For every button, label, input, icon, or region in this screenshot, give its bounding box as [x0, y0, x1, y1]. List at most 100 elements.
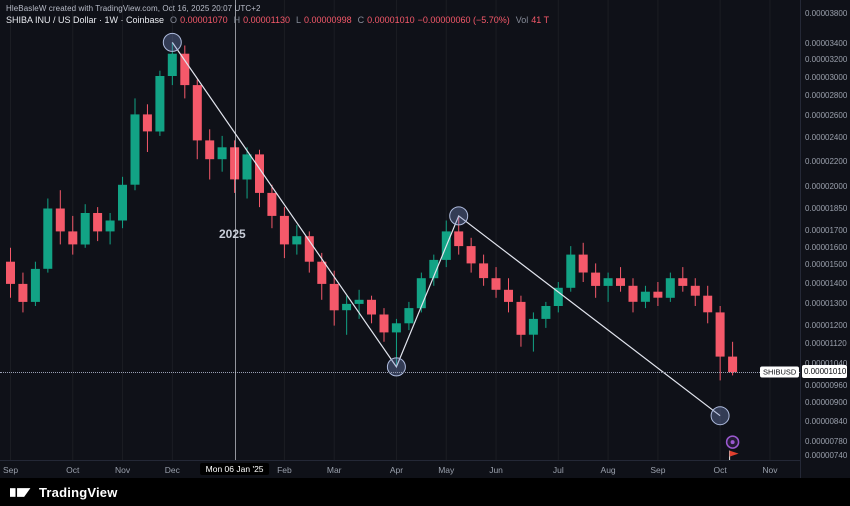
candle-body [180, 53, 190, 86]
candle-body [30, 268, 40, 302]
price-chart-canvas[interactable] [0, 0, 800, 460]
candle-body [528, 318, 538, 335]
tradingview-brand[interactable]: TradingView [39, 484, 118, 500]
price-tick-label: 0.00001600 [805, 242, 848, 252]
open-label: O [170, 15, 178, 25]
time-axis-label: Dec [164, 465, 180, 475]
price-tick-label: 0.00001200 [805, 320, 848, 330]
candle-body [317, 261, 327, 284]
candle-body [105, 220, 115, 232]
candle-body [367, 299, 376, 315]
price-tick-label: 0.00001300 [805, 298, 848, 308]
volume-value: 41 T [531, 15, 550, 25]
price-tick-label: 0.00001040 [805, 359, 848, 369]
candle-body [43, 208, 53, 269]
low-value: 0.00000998 [304, 15, 352, 25]
candle-body [616, 278, 625, 286]
time-axis-label: Sep [2, 465, 19, 475]
price-axis[interactable]: 0.00001010 0.00003800 0.00003400 0.0000320… [800, 0, 850, 478]
candle-body [267, 192, 277, 216]
candle-body [715, 312, 725, 357]
price-tick-label: 0.00000900 [805, 398, 848, 408]
candle-body [329, 283, 339, 311]
candle-body [504, 289, 513, 302]
zigzag-trendline[interactable] [171, 42, 721, 417]
price-tick-label: 0.00003800 [805, 8, 848, 18]
candle-body [640, 291, 650, 302]
open-value: 0.00001070 [180, 15, 228, 25]
candle-body [603, 278, 613, 286]
candle-body [466, 246, 476, 264]
candle-body [142, 114, 152, 132]
price-tick-label: 0.00002000 [805, 182, 848, 192]
change-value: −0.00000060 (−5.70%) [417, 15, 510, 25]
candle-body [454, 231, 464, 247]
time-axis-label: Oct [713, 465, 727, 475]
candle-body [242, 154, 252, 180]
year-label: 2025 [219, 227, 246, 241]
candle-body [703, 295, 713, 313]
time-axis-label: Oct [66, 465, 80, 475]
credit-line: HleBasleW created with TradingView.com, … [6, 4, 261, 13]
price-tick-label: 0.00001500 [805, 260, 848, 270]
price-tick-label: 0.00002800 [805, 91, 848, 101]
time-axis-label: Feb [277, 465, 292, 475]
time-axis-label: May [438, 465, 455, 475]
candle-body [342, 303, 352, 311]
time-axis-label: Sep [650, 465, 666, 475]
trendline-point-marker[interactable] [386, 357, 406, 377]
candle-body [491, 278, 501, 290]
time-axis-label: Nov [114, 465, 131, 475]
chart-area[interactable]: HleBasleW created with TradingView.com, … [0, 0, 850, 478]
candle-body [429, 259, 439, 279]
symbol-legend: SHIBA INU / US Dollar · 1W · Coinbase O … [6, 15, 549, 25]
red-flag-marker-icon[interactable] [729, 450, 739, 457]
candle-body [6, 261, 15, 284]
time-axis-label: Jun [489, 465, 503, 475]
time-axis-label: Mar [326, 465, 342, 475]
candle-body [93, 213, 103, 232]
close-value: 0.00001010 [367, 15, 415, 25]
candle-body [379, 314, 389, 333]
candle-body [217, 147, 227, 160]
price-tick-label: 0.00003200 [805, 55, 848, 65]
price-tick-label: 0.00002200 [805, 156, 848, 166]
price-line-symbol-label: SHIBUSD [760, 366, 800, 378]
candle-body [167, 53, 177, 76]
price-tick-label: 0.00000780 [805, 437, 848, 447]
candle-body [205, 140, 215, 160]
trendline-point-marker[interactable] [710, 406, 730, 426]
price-tick-label: 0.00001400 [805, 278, 848, 288]
candle-body [541, 306, 551, 319]
candle-body [678, 278, 688, 286]
price-tick-label: 0.00003000 [805, 72, 848, 82]
candle-body [391, 323, 401, 333]
price-tick-label: 0.00000840 [805, 417, 848, 427]
tradingview-logo-icon[interactable] [10, 485, 32, 500]
price-tick-label: 0.00000740 [805, 451, 848, 461]
current-price-line [0, 372, 800, 374]
time-axis-label: Apr [389, 465, 404, 475]
candle-body [68, 231, 78, 245]
crosshair-vertical-line [234, 0, 236, 460]
price-tick-label: 0.00003400 [805, 38, 848, 48]
candle-body [416, 278, 426, 309]
candle-body [292, 236, 302, 245]
candle-body [80, 213, 90, 245]
time-axis-label: Nov [762, 465, 778, 475]
candle-body [578, 254, 588, 273]
candle-body [653, 291, 663, 298]
trendline-point-marker[interactable] [449, 206, 469, 226]
price-tick-label: 0.00002400 [805, 133, 848, 143]
candle-body [255, 154, 264, 193]
candle-body [516, 301, 526, 335]
trendline-point-marker[interactable] [162, 32, 182, 52]
symbol-title[interactable]: SHIBA INU / US Dollar · 1W · Coinbase [6, 15, 165, 25]
candle-body [628, 285, 638, 302]
candle-body [665, 278, 675, 298]
candle-body [130, 114, 140, 185]
volume-label: Vol [515, 15, 529, 25]
footer-bar: TradingView [0, 478, 850, 506]
time-axis[interactable]: Mon 06 Jan '25 Sep Oct Nov Dec Feb Mar Apr May J… [0, 460, 800, 478]
